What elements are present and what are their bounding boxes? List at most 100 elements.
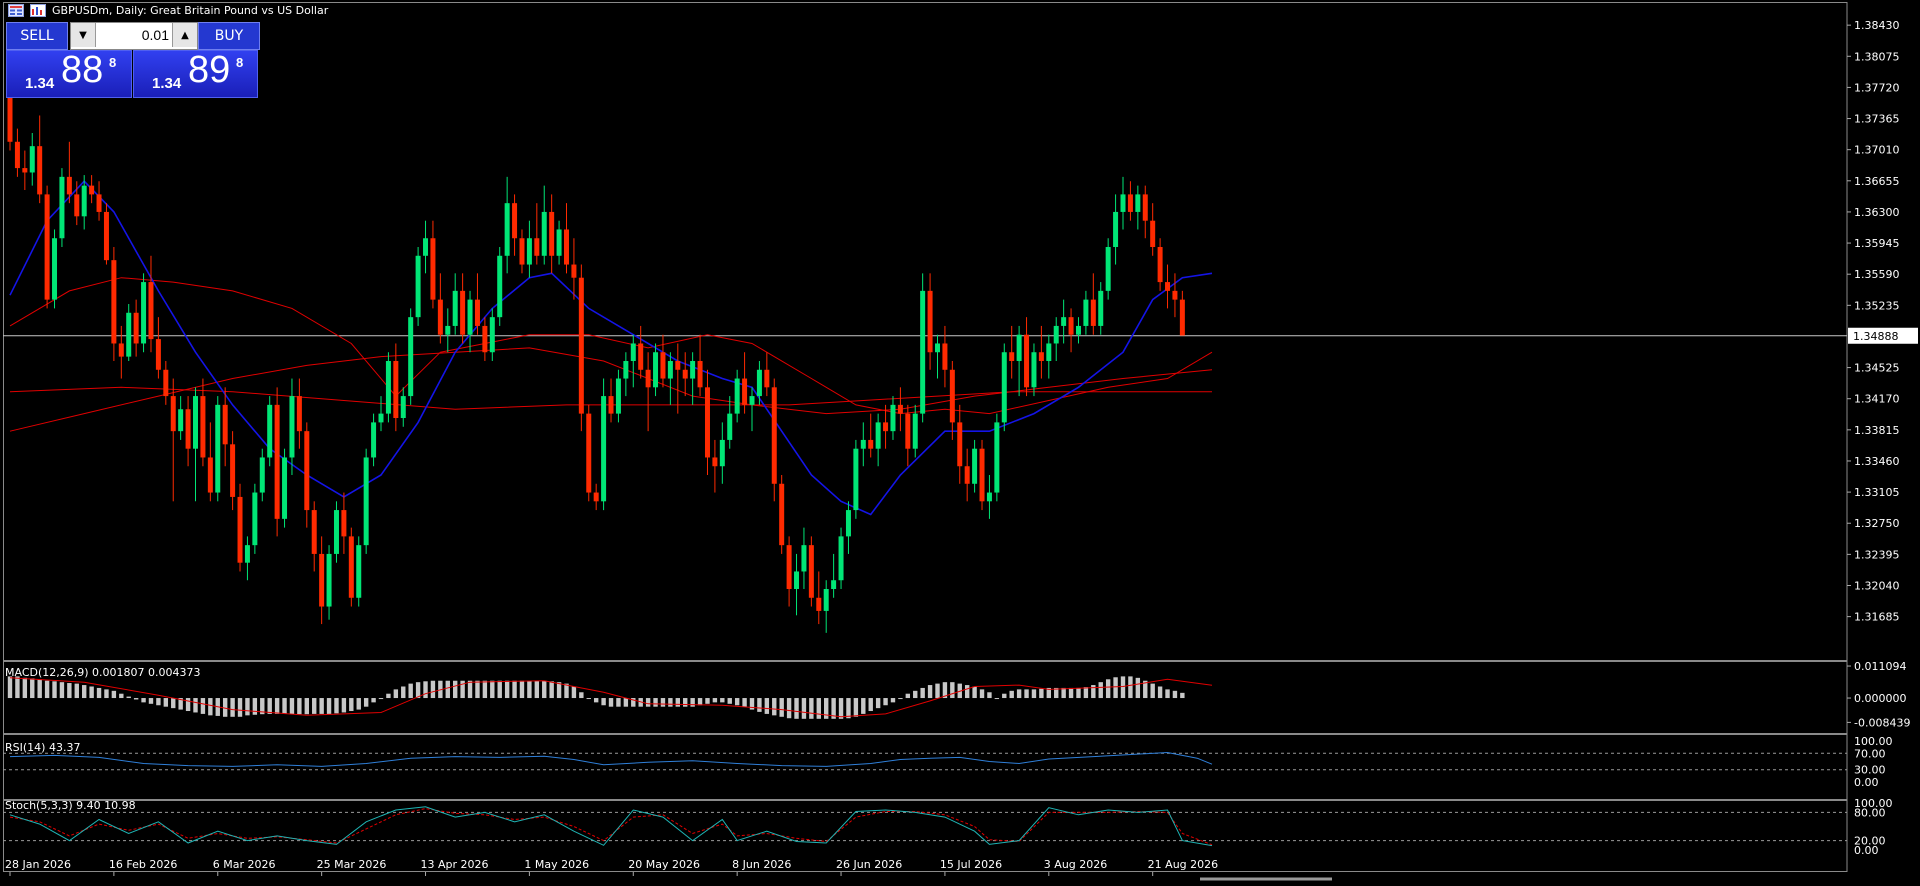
lot-stepper[interactable]: ▼ ▲ (70, 22, 198, 50)
candle-body (897, 404, 903, 414)
macd-histogram-bar (1016, 689, 1022, 699)
macd-histogram-bar (868, 698, 873, 712)
macd-histogram-bar (304, 698, 309, 715)
y-tick-label: 1.36300 (1854, 206, 1900, 219)
macd-histogram-bar (979, 689, 985, 699)
candle-body (667, 361, 673, 379)
candle-body (37, 146, 43, 195)
macd-histogram-bar (586, 698, 591, 700)
y-tick-label: 1.31685 (1854, 611, 1900, 624)
candle-body (1053, 325, 1059, 344)
macd-histogram-bar (831, 698, 836, 719)
candle-body (920, 290, 926, 414)
candle-body (341, 510, 347, 537)
candle-body (660, 352, 666, 379)
sell-button[interactable]: SELL (6, 22, 68, 50)
macd-histogram-bar (1002, 693, 1007, 699)
macd-histogram-bar (935, 683, 940, 699)
macd-histogram-bar (1031, 689, 1037, 699)
candle-body (244, 545, 250, 563)
macd-histogram-bar (312, 698, 317, 714)
moving-average-fast-line (9, 180, 1213, 516)
lot-decrease-icon[interactable]: ▼ (71, 23, 96, 47)
symbol-title: GBPUSDm, Daily: Great Britain Pound vs U… (52, 3, 329, 17)
candle-body (222, 404, 228, 445)
macd-histogram-bar (104, 689, 109, 699)
candle-body (1098, 290, 1104, 326)
macd-histogram-bar (67, 683, 72, 699)
candle-body (675, 361, 681, 370)
macd-histogram-bar (1054, 687, 1059, 699)
macd-histogram-bar (534, 680, 540, 699)
candle-body (259, 457, 265, 493)
candle-body (1031, 352, 1037, 388)
candle-body (816, 597, 822, 611)
macd-histogram-bar (527, 680, 532, 699)
candle-body (623, 361, 629, 379)
x-tick-label: 15 Jul 2026 (940, 858, 1002, 871)
buy-button[interactable]: BUY (198, 22, 260, 50)
macd-histogram-bar (512, 680, 517, 699)
candle-body (393, 361, 399, 419)
candle-body (512, 203, 518, 239)
menu-grid-icon[interactable] (8, 3, 24, 17)
rsi-y-tick-label: 100.00 (1854, 735, 1893, 748)
candle-body (808, 545, 814, 598)
stoch-y-tick-label: 20.00 (1854, 835, 1886, 848)
macd-histogram-bar (208, 698, 213, 716)
y-tick-label: 1.34525 (1854, 362, 1900, 375)
candle-body (170, 396, 176, 432)
candle-body (986, 492, 992, 502)
candle-body (319, 553, 325, 607)
x-tick-label: 3 Aug 2026 (1044, 858, 1107, 871)
bid-price-label: 1.34888 (1853, 330, 1899, 343)
candle-body (193, 396, 198, 449)
candle-body (794, 571, 800, 590)
macd-histogram-bar (1068, 687, 1074, 699)
candle-body (1046, 343, 1052, 362)
candle-body (296, 396, 302, 432)
candle-body (942, 343, 948, 370)
macd-histogram-bar (1061, 687, 1066, 699)
candle-body (89, 185, 95, 195)
rsi-y-tick-label: 70.00 (1854, 747, 1886, 760)
y-tick-label: 1.38075 (1854, 50, 1900, 63)
candle-body (155, 339, 161, 370)
candle-body (1150, 220, 1156, 248)
macd-histogram-bar (913, 690, 918, 699)
macd-histogram-bar (430, 680, 436, 699)
candle-body (1068, 317, 1074, 335)
buy-price[interactable]: 1.34 89 8 (133, 49, 258, 98)
buy-price-big: 89 (188, 49, 231, 91)
macd-histogram-bar (222, 698, 228, 717)
macd-histogram-bar (96, 687, 102, 699)
candle-body (437, 299, 443, 335)
candle-body (1172, 290, 1178, 300)
macd-histogram-bar (230, 698, 235, 717)
candle-body (927, 290, 933, 353)
template-icon[interactable] (30, 3, 46, 17)
candle-body (482, 325, 488, 353)
macd-histogram-bar (571, 686, 577, 699)
lot-increase-icon[interactable]: ▲ (172, 23, 197, 47)
macd-histogram-bar (15, 676, 20, 699)
lot-size-input[interactable] (97, 24, 169, 46)
macd-histogram-bar (148, 698, 154, 704)
sell-price[interactable]: 1.34 88 8 (6, 49, 132, 98)
macd-histogram-bar (623, 698, 629, 707)
candle-body (935, 343, 940, 353)
candle-body (29, 146, 35, 173)
candle-body (1090, 299, 1096, 326)
candle-body (163, 369, 169, 397)
macd-histogram-bar (260, 698, 265, 715)
candle-body (1075, 325, 1081, 335)
macd-histogram-bar (7, 676, 13, 699)
candle-body (853, 448, 859, 511)
macd-histogram-bar (200, 698, 206, 714)
macd-histogram-bar (59, 682, 65, 699)
candle-body (1016, 334, 1022, 362)
candle-body (564, 229, 569, 265)
macd-histogram-bar (1165, 689, 1170, 699)
